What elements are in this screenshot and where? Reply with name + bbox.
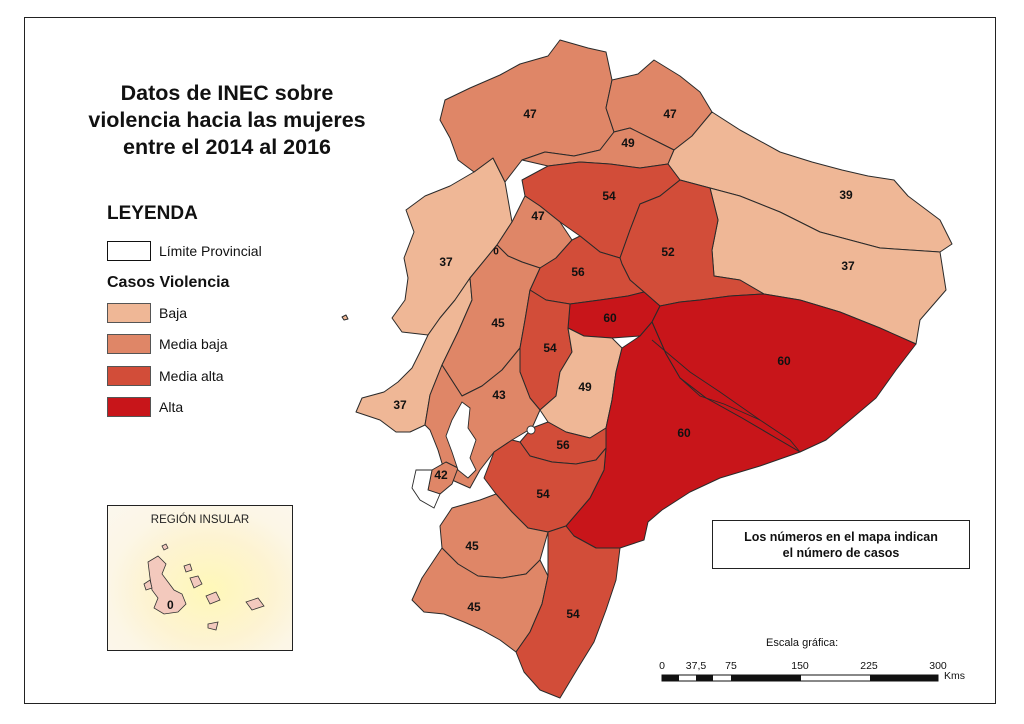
insular-value: 0 <box>167 598 174 612</box>
island <box>205 591 221 605</box>
island <box>183 563 193 573</box>
legend-swatch <box>107 366 151 386</box>
island <box>245 597 265 611</box>
province-value-label: 37 <box>393 398 407 412</box>
title-line: Datos de INEC sobre <box>120 81 334 105</box>
insular-title: REGIÓN INSULAR <box>150 514 250 526</box>
legend-subheading: Casos Violencia <box>107 274 230 291</box>
province-value-label: 47 <box>531 209 545 223</box>
province-zamora <box>515 525 621 699</box>
map-title: Datos de INEC sobre violencia hacia las … <box>62 80 392 161</box>
legend-heading: LEYENDA <box>107 203 198 224</box>
scale-tick: 225 <box>860 660 878 672</box>
province-value-label: 37 <box>841 259 855 273</box>
province-value-label: 0 <box>493 246 499 258</box>
title-line: violencia hacia las mujeres <box>88 108 366 132</box>
island <box>161 543 169 551</box>
province-value-label: 47 <box>523 107 537 121</box>
province-value-label: 54 <box>602 189 616 203</box>
province-value-label: 54 <box>536 487 550 501</box>
province-value-label: 43 <box>492 388 506 402</box>
scale-unit: Kms <box>944 670 965 682</box>
province-value-label: 60 <box>677 426 691 440</box>
river-line <box>679 377 761 421</box>
scale-tick: 75 <box>725 660 737 672</box>
province-value-label: 60 <box>603 311 617 325</box>
scale-title: Escala gráfica: <box>766 637 839 649</box>
title-line: entre el 2014 al 2016 <box>123 135 331 159</box>
legend-boundary-label: Límite Provincial <box>159 243 262 259</box>
legend-item-label: Media baja <box>159 336 228 352</box>
island-isabela <box>147 555 187 615</box>
province-value-label: 45 <box>465 539 479 553</box>
small-islet <box>341 314 349 321</box>
estuary <box>445 401 477 479</box>
province-value-label: 56 <box>571 265 585 279</box>
legend-item-label: Baja <box>159 305 188 321</box>
province-value-label: 49 <box>578 380 592 394</box>
legend-item-label: Alta <box>159 399 184 415</box>
province-value-label: 60 <box>777 354 791 368</box>
province-value-label: 45 <box>491 316 505 330</box>
island <box>207 621 219 631</box>
scale-tick: 150 <box>791 660 809 672</box>
island <box>143 579 153 591</box>
legend-swatch <box>107 303 151 323</box>
insular-region-inset: REGIÓN INSULAR 0 <box>107 505 293 651</box>
legend-item-label: Media alta <box>159 368 224 384</box>
legend-swatch <box>107 397 151 417</box>
province-value-label: 45 <box>467 600 481 614</box>
province-value-label: 47 <box>663 107 677 121</box>
boundary-swatch <box>107 241 151 261</box>
legend-swatch <box>107 334 151 354</box>
province-value-label: 49 <box>621 136 635 150</box>
scale-tick: 300 <box>929 660 947 672</box>
note-line: Los números en el mapa indican <box>744 529 938 544</box>
legend-item-media-alta: Media alta <box>107 365 224 387</box>
note-box: Los números en el mapa indican el número… <box>712 520 970 569</box>
island <box>189 575 203 589</box>
note-line: el número de casos <box>782 545 900 560</box>
scale-tick: 0 <box>659 660 665 672</box>
scale-bar <box>661 674 939 682</box>
province-value-label: 39 <box>839 188 853 202</box>
scale-tick: 37,5 <box>685 660 707 672</box>
province-value-label: 56 <box>556 438 570 452</box>
province-value-label: 54 <box>566 607 580 621</box>
legend-boundary: Límite Provincial <box>107 240 262 262</box>
province-value-label: 52 <box>661 245 675 259</box>
legend-item-baja: Baja <box>107 302 187 324</box>
legend-item-media-baja: Media baja <box>107 333 228 355</box>
estuary <box>411 469 441 509</box>
river-line <box>651 339 801 453</box>
lake <box>526 425 536 435</box>
legend-item-alta: Alta <box>107 396 183 418</box>
province-value-label: 42 <box>434 468 448 482</box>
province-value-label: 37 <box>439 255 453 269</box>
province-value-label: 54 <box>543 341 557 355</box>
galapagos-islands <box>143 543 265 631</box>
